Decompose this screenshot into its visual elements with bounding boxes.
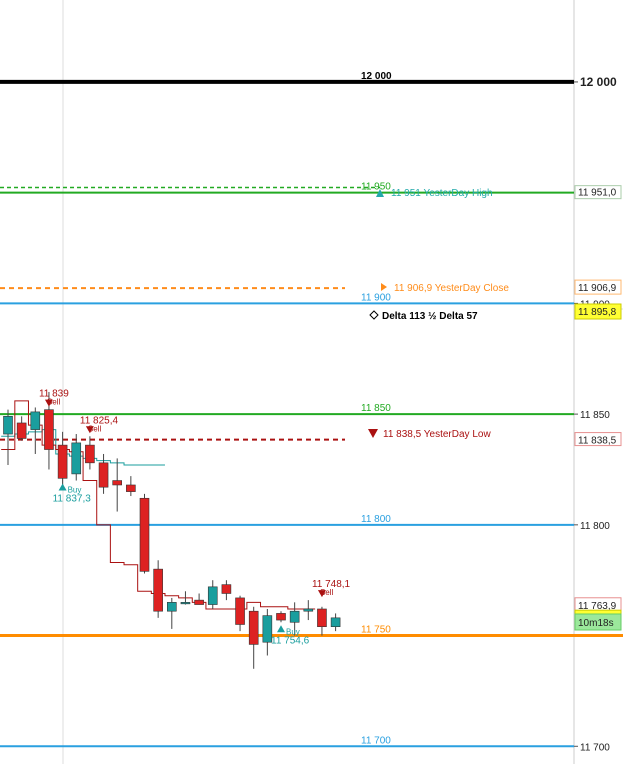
levels-layer: 12 000 11 950 11 900 11 850 11 800 11 750 11 7… bbox=[0, 71, 574, 748]
yesterday-high-text: 11 951 YesterDay High bbox=[391, 188, 493, 199]
buy-marker-label: 11 754,6 bbox=[271, 635, 310, 646]
candles bbox=[3, 391, 341, 669]
candle-body bbox=[57, 444, 68, 479]
sell-tag: Sell bbox=[88, 424, 102, 433]
candle-body bbox=[167, 602, 177, 612]
axis-tick-label: 12 000 bbox=[580, 75, 617, 89]
yesterday-close-label: 11 906,9 YesterDay Close bbox=[381, 283, 509, 294]
candle-body bbox=[126, 484, 136, 492]
candle-body bbox=[112, 480, 122, 486]
buy-marker-label: 11 837,3 bbox=[53, 494, 92, 505]
candle-body bbox=[303, 608, 314, 612]
yesterday-low-label: 11 838,5 YesterDay Low bbox=[368, 429, 491, 440]
level-label: 11 850 bbox=[361, 403, 391, 414]
candle-body bbox=[98, 462, 109, 488]
axis-tag-label: 11 763,9 bbox=[578, 601, 617, 612]
candle-body bbox=[207, 586, 218, 605]
level-label: 11 700 bbox=[361, 735, 391, 746]
diamond-icon bbox=[369, 310, 379, 320]
axis-tag-label: 11 906,9 bbox=[578, 283, 617, 294]
axis-tag-box bbox=[574, 185, 622, 200]
sell-tag: Sell bbox=[320, 588, 334, 597]
candle-body bbox=[317, 608, 327, 628]
sell-tag: Sell bbox=[47, 398, 61, 407]
yesterday-close-text: 11 906,9 YesterDay Close bbox=[394, 283, 509, 294]
candle-body bbox=[194, 599, 204, 605]
sell-arrow-icon bbox=[44, 399, 53, 407]
level-label: 11 950 bbox=[361, 182, 391, 193]
candle-body bbox=[235, 597, 245, 625]
timer-box bbox=[574, 613, 622, 631]
level-label: 11 750 bbox=[361, 625, 391, 636]
axis-tag-label: 11 838,5 bbox=[578, 436, 617, 447]
candle-body bbox=[276, 613, 286, 621]
yesterday-low-text: 11 838,5 YesterDay Low bbox=[383, 429, 491, 440]
level-label: 11 800 bbox=[361, 514, 391, 525]
level-label: 11 900 bbox=[361, 292, 391, 303]
candle-body bbox=[289, 610, 300, 623]
candle-body bbox=[71, 442, 82, 475]
candle-body bbox=[248, 610, 259, 645]
sell-marker-label: 11 825,4 bbox=[80, 415, 119, 426]
buy-arrow-icon bbox=[58, 483, 67, 491]
candle-body bbox=[330, 617, 341, 628]
axis-tag-box bbox=[574, 432, 622, 447]
candle-body bbox=[3, 416, 13, 435]
axis-tick-label: 11 700 bbox=[580, 742, 610, 753]
axis-tag-box bbox=[574, 279, 622, 295]
candle-body bbox=[85, 444, 95, 464]
sell-arrow-icon bbox=[85, 426, 94, 434]
sell-marker-label: 11 839 bbox=[39, 389, 69, 400]
delta-text: Delta 113 ½ Delta 57 bbox=[382, 311, 478, 322]
buy-tag: Buy bbox=[68, 486, 82, 495]
candle-body bbox=[16, 422, 27, 439]
yesterday-high-label: 11 951 YesterDay High bbox=[376, 188, 493, 199]
axis-tag-box bbox=[574, 303, 622, 320]
triangle-up-icon bbox=[376, 189, 384, 197]
level-label: 12 000 bbox=[361, 71, 392, 82]
candle-body bbox=[44, 409, 54, 450]
candle-body bbox=[180, 602, 191, 605]
delta-label: Delta 113 ½ Delta 57 bbox=[369, 310, 478, 322]
buy-tag: Buy bbox=[286, 627, 300, 636]
candle-body bbox=[221, 584, 232, 594]
sell-arrow-icon bbox=[317, 590, 326, 598]
candle-body bbox=[153, 568, 163, 612]
axis-tag-label: 11 895,8 bbox=[578, 307, 617, 318]
buy-arrow-icon bbox=[277, 625, 285, 633]
candle-body bbox=[262, 615, 273, 643]
axis-tick-label: 11 800 bbox=[580, 521, 610, 532]
triangle-right-icon bbox=[381, 283, 387, 291]
triangle-down-icon bbox=[368, 429, 378, 438]
candle-body bbox=[30, 411, 41, 430]
axis-tick-label: 11 951,0 bbox=[578, 188, 617, 199]
sell-marker-label: 11 748,1 bbox=[312, 579, 351, 590]
timer-badge: 10m18s bbox=[574, 613, 622, 631]
candle-body bbox=[139, 497, 150, 572]
timer-text: 10m18s bbox=[578, 618, 614, 629]
axis-tick-label: 11 850 bbox=[580, 410, 610, 421]
